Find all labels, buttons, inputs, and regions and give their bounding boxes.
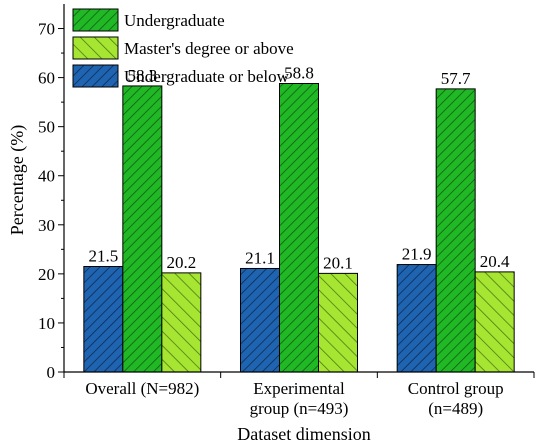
y-tick-label: 10 — [38, 314, 55, 333]
plot-area — [83, 82, 515, 373]
y-tick-label: 0 — [47, 363, 56, 382]
data-label-1-1: 21.5 — [88, 247, 118, 266]
legend: Undergraduate Master's degree or above Und… — [72, 8, 294, 88]
data-label-3-2: 57.7 — [441, 69, 471, 88]
data-label-1-3: 20.2 — [166, 253, 196, 272]
legend-label-2: Master's degree or above — [124, 39, 294, 58]
legend-label-3: Undergraduate or below — [124, 67, 290, 86]
y-tick-label: 40 — [38, 167, 55, 186]
labels: 21.5 58.3 20.2 21.1 58.8 20.1 21.9 57.7 20.4 — [88, 63, 510, 272]
data-label-3-1: 21.9 — [402, 245, 432, 264]
x-tick-label-3: Control group (n=489) — [408, 379, 504, 418]
axes: 0 10 20 30 40 50 60 70 Overall (N=982) Experiment… — [7, 4, 535, 444]
data-label-3-3: 20.4 — [480, 252, 510, 271]
x-tick-label-1: Overall (N=982) — [85, 379, 199, 398]
data-label-1-2: 58.3 — [127, 66, 157, 85]
y-tick-label: 70 — [38, 20, 55, 39]
bar-1-series-1 — [83, 266, 124, 373]
legend-label-1: Undergraduate — [124, 11, 225, 30]
bar-1-series-3 — [161, 272, 202, 373]
data-label-2-3: 20.1 — [323, 253, 353, 272]
bar-1-series-2 — [122, 85, 163, 373]
legend-swatch-1 — [72, 8, 119, 32]
y-tick-label: 50 — [38, 118, 55, 137]
bar-3-series-1 — [396, 264, 437, 373]
bar-2-series-2 — [279, 82, 319, 373]
y-tick-label: 60 — [38, 69, 55, 88]
y-tick-label: 30 — [38, 216, 55, 235]
bar-2-series-3 — [318, 272, 358, 373]
legend-swatch-3 — [72, 64, 119, 88]
bar-3-series-2 — [435, 88, 476, 373]
legend-swatch-2 — [72, 36, 119, 60]
data-label-2-1: 21.1 — [245, 248, 275, 267]
data-label-2-2: 58.8 — [284, 63, 314, 82]
bar-3-series-3 — [474, 271, 515, 373]
y-axis-title: Percentage (%) — [7, 125, 28, 235]
bar-2-series-1 — [240, 267, 280, 373]
x-axis-title: Dataset dimension — [237, 424, 370, 444]
x-tick-label-2: Experimental group (n=493) — [250, 379, 349, 418]
y-tick-label: 20 — [38, 265, 55, 284]
